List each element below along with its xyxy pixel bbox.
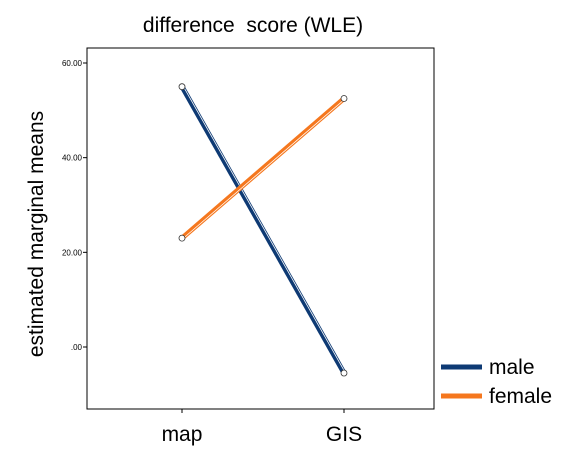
plot-frame bbox=[86, 47, 435, 410]
series-highlight-female bbox=[183, 98, 346, 239]
x-tick-label-gis: GIS bbox=[326, 423, 362, 446]
data-point-female-gis bbox=[340, 95, 348, 102]
legend-label-male: male bbox=[489, 356, 535, 379]
legend: male female bbox=[441, 356, 552, 408]
chart-title: difference score (WLE) bbox=[143, 14, 363, 37]
series-highlight-male bbox=[183, 86, 346, 374]
y-axis-label: estimated marginal means bbox=[25, 111, 48, 357]
x-axis: map GIS bbox=[162, 409, 362, 446]
data-point-male-gis bbox=[340, 369, 348, 377]
y-tick-label: 40.00 bbox=[62, 154, 83, 163]
y-tick-label: 20.00 bbox=[62, 248, 83, 257]
x-tick-label-map: map bbox=[162, 423, 203, 446]
series-line-male bbox=[179, 85, 347, 375]
y-tick-label: .00 bbox=[71, 343, 83, 352]
legend-label-female: female bbox=[489, 385, 552, 408]
data-point-male-map bbox=[178, 83, 186, 91]
y-tick-label: 60.00 bbox=[62, 59, 83, 68]
series-line-female bbox=[180, 96, 346, 241]
y-axis: .00 20.00 40.00 60.00 bbox=[62, 59, 87, 352]
series-group bbox=[178, 83, 348, 377]
data-point-female-map bbox=[178, 234, 186, 242]
